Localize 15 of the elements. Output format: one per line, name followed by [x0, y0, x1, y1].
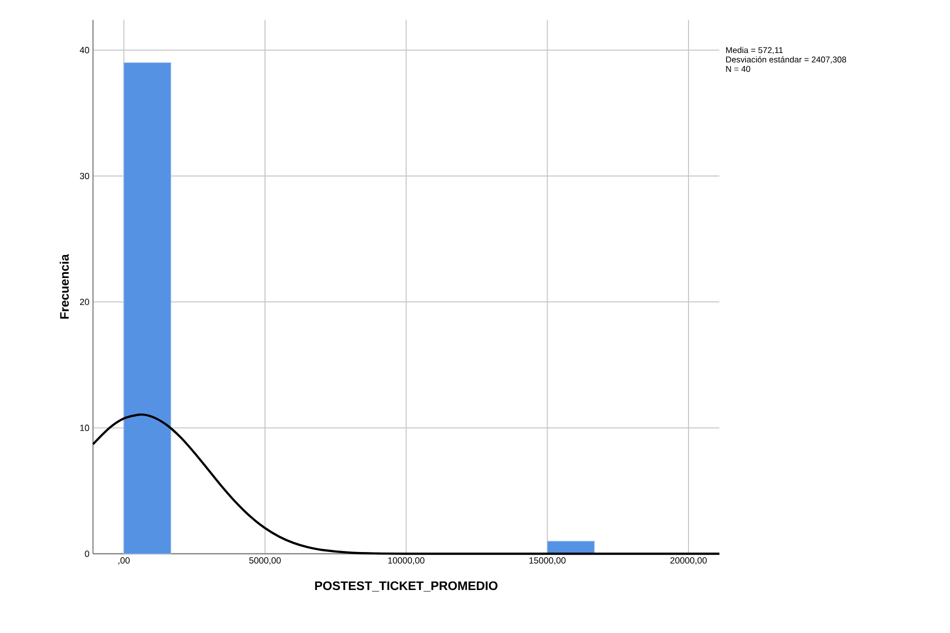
- y-tick-label: 30: [80, 172, 90, 180]
- y-tick-label: 40: [80, 46, 90, 54]
- y-tick-label: 10: [80, 424, 90, 431]
- x-tick-label: 20000,00: [670, 557, 707, 564]
- x-tick-label: 5000,00: [249, 557, 281, 564]
- y-tick-label: 20: [80, 298, 90, 305]
- text: Desviación estándar = 2407,308: [726, 56, 846, 64]
- x-axis-title: POSTEST_TICKET_PROMEDIO: [315, 581, 498, 592]
- x-tick-label: 15000,00: [529, 557, 566, 564]
- x-tick-label: 10000,00: [388, 557, 424, 564]
- y-tick-label: 0: [84, 550, 90, 557]
- y-axis-title: Frecuencia: [60, 254, 69, 319]
- text: Media = 572,11: [726, 46, 783, 54]
- x-tick-label: ,00: [118, 557, 130, 564]
- text: N = 40: [726, 66, 750, 72]
